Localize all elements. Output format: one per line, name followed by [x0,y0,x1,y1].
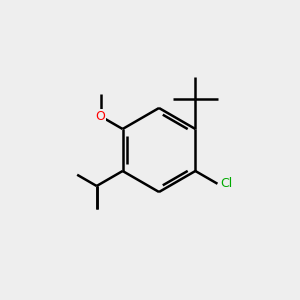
Text: Cl: Cl [220,177,233,190]
Text: O: O [96,110,106,123]
